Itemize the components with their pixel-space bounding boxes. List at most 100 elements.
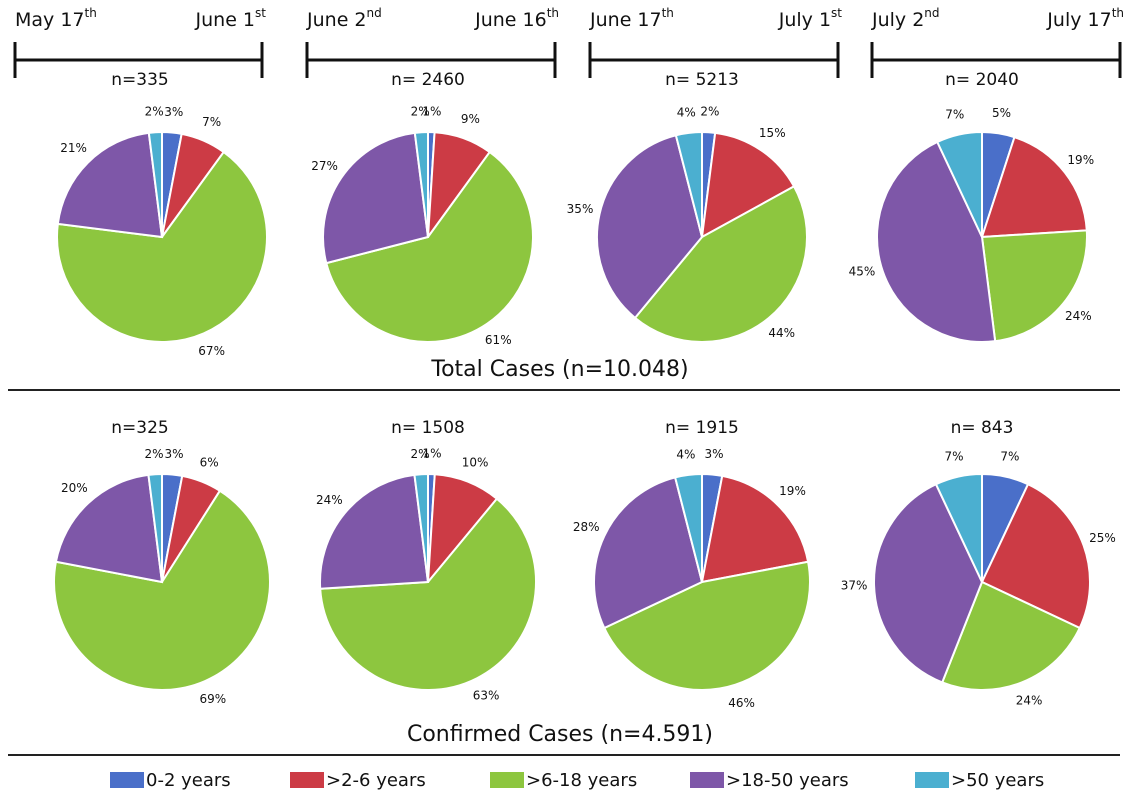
- pie-slice: [53, 489, 271, 691]
- period-start: May 17th: [15, 6, 97, 31]
- value-label: 21%: [60, 141, 87, 155]
- value-label: 25%: [1089, 531, 1116, 545]
- pie-slice: [56, 131, 164, 239]
- legend-label: >50 years: [951, 770, 1044, 791]
- value-label: 9%: [461, 112, 480, 126]
- pie-title: n= 843: [951, 418, 1014, 438]
- value-label: 7%: [1000, 450, 1019, 464]
- period-end: June 16th: [474, 6, 559, 31]
- pie-slice: [319, 473, 430, 590]
- legend-label: 0-2 years: [146, 770, 231, 791]
- value-label: 10%: [462, 455, 489, 469]
- pie-slice: [700, 131, 796, 239]
- period-start: July 2nd: [871, 6, 940, 31]
- value-label: 3%: [165, 447, 184, 461]
- pie-slice: [980, 135, 1088, 239]
- legend-swatch: [690, 772, 724, 788]
- suffix: th: [85, 6, 97, 20]
- value-label: 1%: [422, 105, 441, 119]
- value-label: 19%: [779, 484, 806, 498]
- pie-slice: [147, 130, 163, 238]
- legend-swatch: [110, 772, 144, 788]
- pie-slice: [934, 472, 983, 583]
- pie-slice: [633, 185, 808, 343]
- period-end: July 17th: [1046, 6, 1124, 31]
- value-label: 7%: [202, 115, 221, 129]
- pie-slice: [147, 472, 163, 583]
- suffix: st: [255, 6, 266, 20]
- legend-label: >18-50 years: [726, 770, 849, 791]
- value-label: 44%: [768, 326, 795, 340]
- pie-slice: [596, 134, 704, 320]
- pie-slice: [980, 482, 1091, 630]
- pie-slice: [674, 130, 703, 238]
- value-label: 46%: [728, 696, 755, 710]
- period-end: July 1st: [778, 6, 843, 31]
- value-label: 24%: [1016, 694, 1043, 708]
- date: July 2: [871, 9, 924, 31]
- value-label: 6%: [200, 455, 219, 469]
- suffix: th: [662, 6, 674, 20]
- value-label: 2%: [145, 105, 164, 119]
- value-label: 4%: [677, 105, 696, 119]
- pie-slice: [700, 474, 810, 584]
- pie-slice: [873, 482, 984, 684]
- pie-title: n= 5213: [665, 70, 739, 90]
- value-label: 28%: [573, 520, 600, 534]
- pie-slice: [876, 140, 997, 343]
- pie-slice: [980, 229, 1088, 343]
- pie-slice: [56, 150, 268, 343]
- pie-title: n=325: [111, 418, 168, 438]
- pie-slice: [413, 130, 429, 238]
- section-title: Confirmed Cases (n=4.591): [407, 722, 713, 747]
- date: July 1: [778, 9, 831, 31]
- date: June 17: [589, 9, 662, 31]
- value-label: 24%: [316, 493, 343, 507]
- value-label: 2%: [144, 447, 163, 461]
- value-label: 61%: [485, 333, 512, 347]
- section-title: Total Cases (n=10.048): [430, 357, 688, 382]
- suffix: nd: [367, 6, 382, 20]
- date: June 16: [474, 9, 547, 31]
- suffix: th: [547, 6, 559, 20]
- legend-swatch: [290, 772, 324, 788]
- value-label: 7%: [945, 450, 964, 464]
- pie-title: n= 1508: [391, 418, 465, 438]
- pie-slice: [940, 580, 1082, 691]
- value-label: 2%: [411, 105, 430, 119]
- value-label: 69%: [199, 692, 226, 706]
- pie-title: n= 2040: [945, 70, 1019, 90]
- pie-slice: [673, 472, 703, 583]
- value-label: 27%: [311, 159, 338, 173]
- value-label: 15%: [759, 126, 786, 140]
- value-label: 3%: [164, 105, 183, 119]
- pie-slice: [54, 473, 164, 584]
- pie-slice: [413, 472, 429, 583]
- date: July 17: [1046, 9, 1111, 31]
- value-label: 1%: [422, 447, 441, 461]
- value-label: 35%: [567, 202, 594, 216]
- period-end: June 1st: [195, 6, 267, 31]
- value-label: 19%: [1067, 153, 1094, 167]
- pie-slice: [322, 131, 430, 265]
- value-label: 2%: [700, 105, 719, 119]
- value-label: 63%: [473, 689, 500, 703]
- pie-slice: [319, 497, 537, 691]
- value-label: 45%: [849, 264, 876, 278]
- value-label: 7%: [945, 108, 964, 122]
- legend-label: >6-18 years: [526, 770, 637, 791]
- suffix: st: [831, 6, 842, 20]
- period-start: June 17th: [589, 6, 674, 31]
- value-label: 37%: [841, 579, 868, 593]
- suffix: th: [1112, 6, 1124, 20]
- date: May 17: [15, 9, 85, 31]
- pie-slice: [935, 130, 983, 238]
- value-label: 4%: [676, 448, 695, 462]
- suffix: nd: [924, 6, 939, 20]
- value-label: 3%: [705, 447, 724, 461]
- value-label: 20%: [61, 481, 88, 495]
- pie-slice: [325, 150, 534, 343]
- legend-swatch: [915, 772, 949, 788]
- value-label: 24%: [1065, 309, 1092, 323]
